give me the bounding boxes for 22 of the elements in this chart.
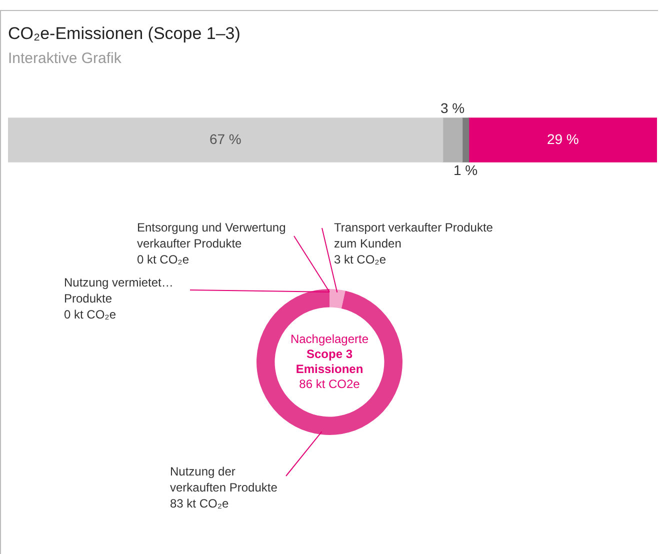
bar (8, 118, 444, 162)
data-label: 29 % (546, 130, 579, 147)
text: Scope 3 (306, 346, 353, 361)
chart-subtitle: Interaktive Grafik (8, 50, 122, 67)
chart-title: CO₂e-Emissionen (Scope 1–3) (8, 24, 240, 44)
bar (442, 118, 463, 162)
text: 86 kt CO2e (299, 376, 360, 391)
text: 0 kt CO₂e (64, 307, 116, 322)
data-label: 3 % (440, 100, 465, 116)
bar (468, 118, 657, 162)
slice-label: Transport verkaufter Produkte zum Kunden (334, 220, 494, 250)
text: Emissionen (296, 362, 364, 376)
data-label: 3 kt CO₂e (334, 252, 386, 266)
data-label: 1 % (453, 162, 478, 178)
data-label: 83 kt CO₂e (170, 496, 230, 510)
category-label: Nutzung vermietet… Produkte (64, 275, 174, 306)
data-label: 67 % (209, 130, 242, 147)
bar (462, 118, 470, 162)
category-label: Entsorgung und Verwertung verkaufter Produkte (137, 220, 286, 250)
slice-label: Nutzung der verkauften Produkte (170, 464, 278, 494)
text: Nachgelagerte (290, 332, 369, 346)
text: 0 kt CO₂e (137, 252, 190, 266)
